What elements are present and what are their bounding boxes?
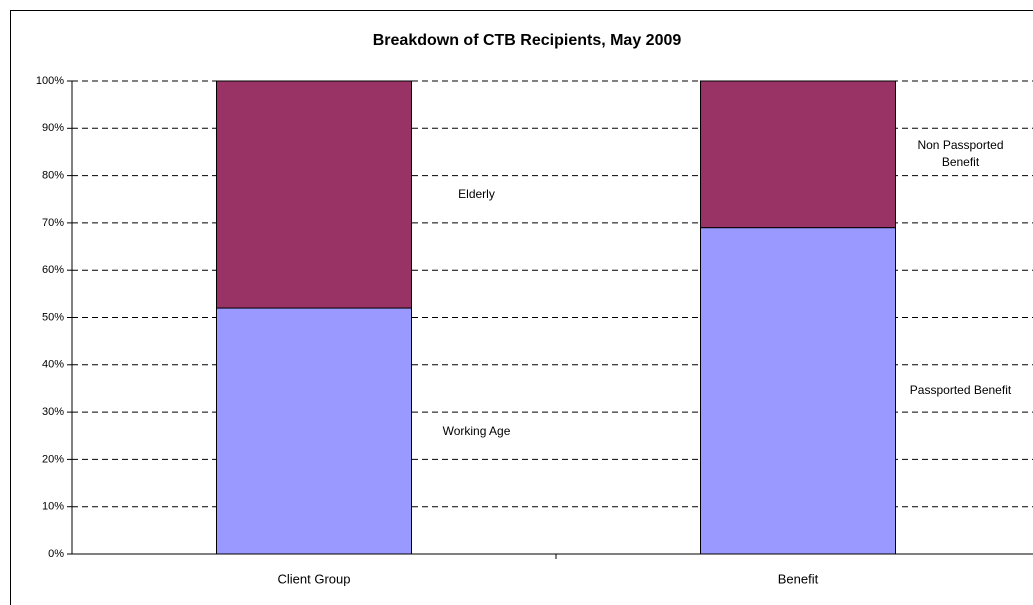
bar-segment [700, 80, 896, 229]
bar-segment [216, 307, 412, 555]
segment-label: Passported Benefit [909, 383, 1012, 398]
chart-title: Breakdown of CTB Recipients, May 2009 [373, 32, 682, 49]
y-tick-label: 80% [42, 170, 64, 182]
x-tick-label: Benefit [778, 571, 819, 586]
segment-label: Working Age [442, 423, 511, 438]
segment-label: Non Passported Benefit [917, 138, 1004, 170]
y-tick-label: 20% [42, 453, 64, 465]
segment-label: Elderly [458, 187, 495, 202]
chart-border [10, 10, 1033, 605]
y-tick-label: 10% [42, 501, 64, 513]
x-tick-label: Client Group [278, 571, 351, 586]
y-tick-label: 100% [36, 75, 64, 87]
y-tick-label: 60% [42, 264, 64, 276]
y-tick-label: 30% [42, 406, 64, 418]
y-tick-label: 40% [42, 359, 64, 371]
bar-segment [700, 227, 896, 555]
y-tick-label: 90% [42, 122, 64, 134]
y-tick-label: 70% [42, 217, 64, 229]
y-tick-label: 0% [48, 548, 64, 560]
bar-segment [216, 80, 412, 309]
y-tick-label: 50% [42, 311, 64, 323]
